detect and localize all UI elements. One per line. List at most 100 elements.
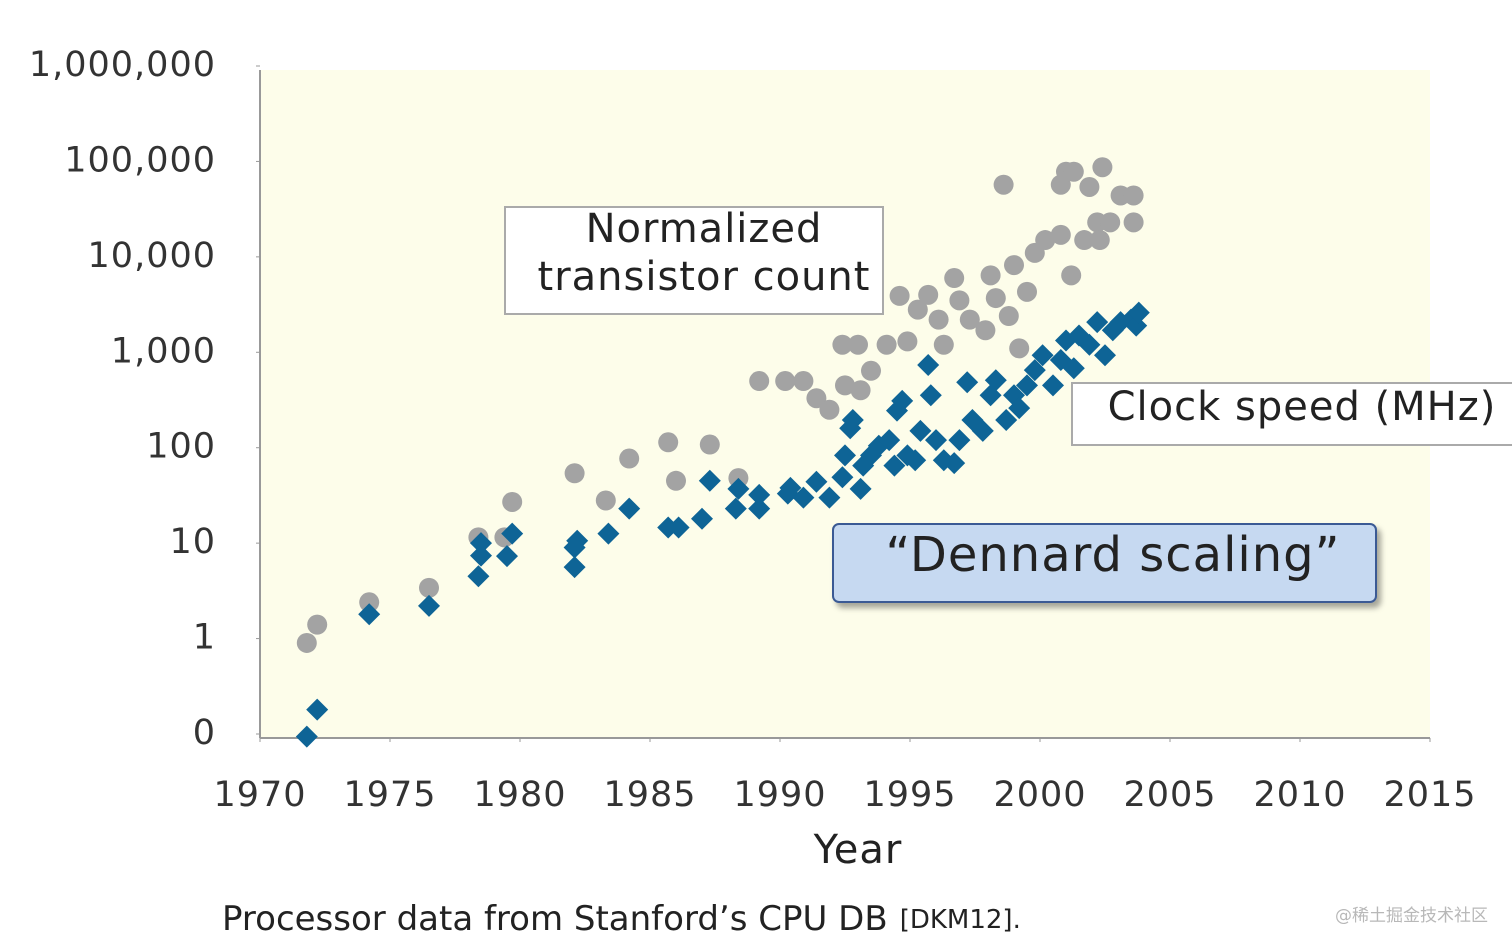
x-tick-label: 1975 — [343, 775, 436, 815]
point — [307, 614, 328, 635]
point — [1017, 281, 1037, 302]
point — [618, 497, 641, 520]
watermark: @稀土掘金技术社区 — [1335, 906, 1488, 926]
annotation-text: “Dennard scaling” — [886, 527, 1341, 583]
point — [1123, 212, 1144, 233]
point — [1127, 301, 1150, 324]
point — [658, 432, 679, 453]
point — [419, 577, 439, 598]
point — [980, 265, 1001, 286]
point — [295, 725, 318, 748]
point — [818, 486, 841, 509]
y-tick-label: 100 — [146, 427, 216, 467]
point — [909, 419, 932, 442]
point — [1061, 265, 1082, 286]
point — [597, 522, 620, 545]
y-tick-label: 10,000 — [88, 236, 216, 276]
point — [1079, 176, 1100, 197]
point — [984, 369, 1007, 392]
x-axis-label: Year — [813, 827, 903, 873]
x-tick-label: 2000 — [993, 775, 1086, 815]
point — [566, 529, 589, 552]
point — [1092, 157, 1113, 178]
point — [1094, 344, 1116, 367]
point — [724, 497, 747, 520]
point — [563, 556, 586, 579]
point — [296, 632, 317, 653]
point — [904, 449, 927, 472]
point — [848, 334, 868, 355]
point — [850, 380, 871, 401]
point — [666, 470, 686, 491]
point — [985, 288, 1006, 309]
point — [944, 268, 965, 289]
point — [595, 490, 616, 511]
x-tick-label: 1980 — [473, 775, 566, 815]
y-tick-label: 1 — [193, 618, 216, 658]
point — [971, 419, 994, 442]
y-tick-label: 10 — [169, 522, 216, 562]
point — [889, 285, 910, 306]
point — [501, 522, 524, 545]
point — [832, 334, 853, 355]
annotation-text: Clock speed (MHz) — [1108, 384, 1497, 430]
point — [834, 444, 856, 467]
point — [819, 399, 840, 420]
point — [883, 454, 906, 477]
marks — [295, 157, 1150, 748]
point — [1062, 357, 1085, 380]
annotation-box — [504, 206, 884, 315]
point — [467, 565, 490, 588]
point — [831, 466, 854, 489]
point — [619, 448, 640, 469]
annotation-text: transistor count — [538, 254, 871, 300]
caption-text: Processor data from Stanford’s CPU DB — [222, 899, 888, 939]
point — [876, 334, 897, 355]
point — [1016, 374, 1038, 397]
point — [956, 371, 979, 394]
y-tick-label: 0 — [193, 713, 216, 753]
x-tick-label: 2010 — [1253, 775, 1346, 815]
point — [359, 592, 380, 613]
point — [878, 429, 901, 452]
point — [998, 306, 1019, 327]
annotation-box — [832, 523, 1377, 603]
point — [1004, 255, 1024, 276]
point — [907, 299, 928, 320]
point — [1063, 161, 1084, 182]
point — [1042, 374, 1064, 397]
x-tick-label: 1990 — [733, 775, 826, 815]
x-tick-label: 2005 — [1123, 775, 1216, 815]
point — [1009, 338, 1030, 359]
point — [779, 476, 802, 499]
y-tick-label: 100,000 — [64, 140, 216, 180]
point — [358, 603, 381, 626]
annotation-box — [1071, 382, 1512, 446]
annotation-text: Normalized — [586, 206, 823, 252]
point — [727, 477, 750, 500]
point — [793, 371, 814, 392]
caption: Processor data from Stanford’s CPU DB [DK… — [222, 899, 1021, 939]
point — [928, 309, 949, 330]
point — [470, 544, 492, 567]
point — [775, 371, 796, 392]
point — [805, 470, 828, 493]
point — [1100, 212, 1121, 233]
point — [1086, 311, 1109, 334]
y-tick-label: 1,000 — [111, 331, 216, 371]
caption-ref: [DKM12]. — [900, 905, 1021, 935]
point — [1050, 224, 1071, 245]
point — [1031, 344, 1054, 367]
point — [1035, 230, 1056, 251]
point — [698, 469, 721, 492]
point — [748, 497, 771, 520]
point — [925, 429, 947, 452]
point — [806, 388, 827, 409]
point — [841, 409, 864, 432]
point — [1089, 230, 1110, 251]
point — [667, 516, 690, 539]
point — [1023, 359, 1046, 382]
point — [1008, 397, 1031, 420]
annotations: Normalized transistor count Clock speed … — [504, 206, 1512, 603]
point — [699, 434, 720, 455]
